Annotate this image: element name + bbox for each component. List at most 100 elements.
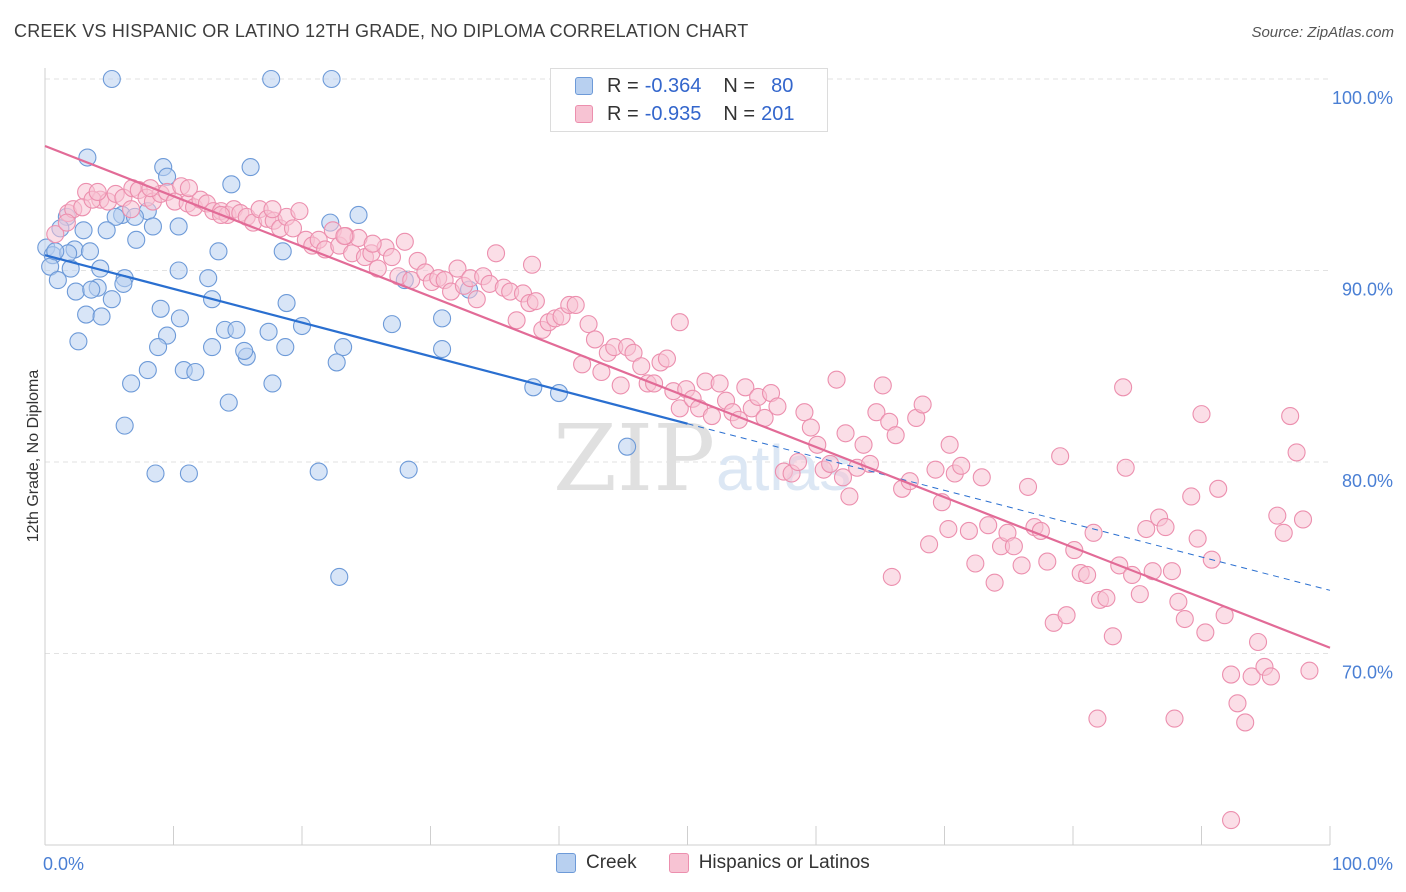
creek-point (169, 217, 188, 236)
legend-item-hispanic[interactable]: Hispanics or Latinos (668, 852, 870, 874)
hispanic-point (1209, 479, 1228, 498)
hispanic-trend-line (44, 145, 1331, 649)
creek-point (170, 309, 189, 328)
x-tick-label: 100.0% (1332, 854, 1393, 874)
hispanic-point (926, 460, 945, 479)
hispanic-point (966, 554, 985, 573)
hispanic-point (1300, 661, 1319, 680)
watermark-zip: ZIP (553, 405, 715, 512)
creek-point (61, 259, 80, 278)
creek-point (235, 341, 254, 360)
creek-point (143, 217, 162, 236)
hispanic-point (1261, 667, 1280, 686)
creek-point (203, 338, 222, 357)
creek-point (382, 315, 402, 334)
hispanic-point (566, 295, 585, 315)
series-legend: Creek Hispanics or Latinos (556, 852, 902, 874)
hispanic-point (670, 399, 689, 418)
hispanic-point (913, 395, 932, 414)
hispanic-point (283, 219, 303, 238)
series-hispanic-points (46, 177, 1319, 830)
hispanic-point (1192, 405, 1211, 424)
creek-legend-swatch (556, 853, 576, 873)
creek-point (241, 158, 260, 177)
hispanic-point (702, 406, 721, 426)
creek-point (309, 462, 328, 481)
hispanic-point (985, 573, 1004, 592)
hispanic-point (395, 232, 414, 251)
creek-point (102, 69, 121, 89)
creek-point (209, 242, 228, 261)
legend-r-value: -0.364 (644, 74, 702, 97)
stats-legend: R = -0.364 N = 80 R = -0.935 N = 201 (550, 68, 828, 132)
hispanic-point (1236, 713, 1255, 732)
creek-point (334, 338, 353, 357)
hispanic-point (979, 516, 998, 535)
hispanic-point (768, 397, 787, 416)
hispanic-legend-swatch (668, 853, 689, 873)
creek-point (115, 416, 134, 435)
hispanic-point (1097, 588, 1116, 608)
legend-row-creek: R = -0.364 N = 80 (575, 72, 793, 100)
hispanic-point (670, 313, 689, 332)
legend-r-label: R = (607, 74, 639, 97)
creek-point (276, 338, 295, 357)
creek-point (102, 290, 121, 309)
axes (44, 68, 1331, 846)
hispanic-point (1222, 665, 1241, 684)
hispanic-point (382, 248, 402, 267)
hispanic-point (1228, 694, 1247, 713)
hispanic-point (1293, 510, 1313, 529)
creek-point (138, 361, 157, 380)
hispanic-point (1038, 552, 1057, 571)
hispanic-point (821, 454, 840, 473)
hispanic-point (1268, 506, 1287, 525)
creek-point (618, 437, 637, 456)
hispanic-point (1169, 592, 1188, 611)
hispanic-point (1018, 477, 1038, 496)
hispanic-point (1156, 518, 1175, 537)
hispanic-point (833, 468, 853, 487)
creek-point (149, 338, 168, 357)
legend-item-creek[interactable]: Creek (556, 852, 637, 874)
creek-point (186, 362, 205, 382)
creek-point (263, 374, 282, 393)
creek-point (97, 221, 116, 240)
creek-point (349, 205, 368, 225)
creek-point (199, 269, 218, 288)
creek-point (399, 460, 418, 479)
legend-row-hispanic: R = -0.935 N = 201 (575, 100, 794, 128)
hispanic-point (1162, 562, 1181, 581)
creek-point (549, 384, 569, 403)
hispanic-point (507, 311, 526, 330)
hispanic-point (657, 349, 676, 368)
creek-point (77, 305, 96, 324)
hispanic-point (290, 202, 309, 221)
hispanic-point (448, 259, 467, 278)
hispanic-point (710, 374, 729, 393)
hispanic-point (854, 435, 873, 454)
hispanic-point (972, 468, 991, 487)
hispanic-legend-label: Hispanics or Latinos (698, 852, 870, 873)
hispanic-point (867, 403, 886, 422)
hispanic-point (1012, 556, 1031, 575)
hispanic-point (940, 435, 959, 454)
creek-point (222, 175, 241, 194)
hispanic-point (179, 179, 198, 198)
hispanic-point (873, 376, 892, 395)
creek-point (169, 261, 188, 280)
creek-point (122, 374, 141, 393)
hispanic-point (882, 567, 901, 586)
creek-point (92, 307, 111, 326)
hispanic-point (1004, 537, 1023, 556)
series-creek-points (37, 69, 637, 586)
legend-n-label: N = (723, 102, 756, 125)
hispanic-point (1281, 406, 1300, 426)
y-tick-label: 70.0% (1342, 663, 1393, 683)
creek-point (127, 230, 146, 249)
hispanic-point (632, 357, 651, 376)
legend-n-label: N = (723, 74, 756, 97)
hispanic-point (624, 343, 643, 362)
hispanic-point (122, 200, 141, 219)
creek-point (80, 242, 100, 261)
